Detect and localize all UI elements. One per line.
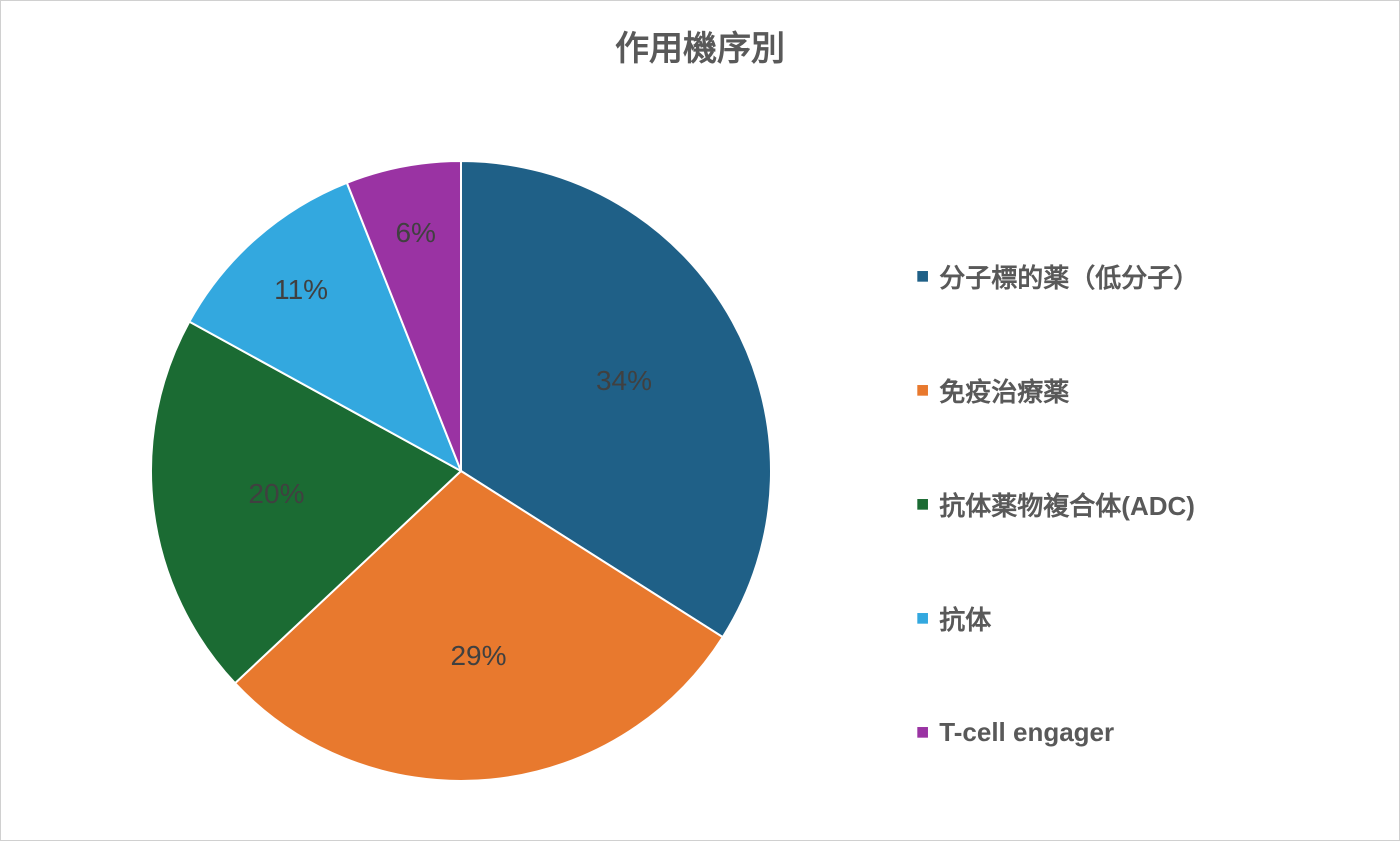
pie-slice-label: 6% (395, 217, 435, 249)
legend-item: ■ T-cell engager (916, 697, 1199, 767)
legend-label: 分子標的薬（低分子） (939, 258, 1199, 295)
pie-svg (151, 161, 771, 781)
legend-item: ■ 抗体薬物複合体(ADC) (916, 469, 1199, 539)
chart-title: 作用機序別 (1, 21, 1399, 70)
pie-slice-label: 34% (596, 365, 652, 397)
legend-swatch: ■ (916, 379, 929, 401)
pie-slice-label: 29% (450, 640, 506, 672)
legend-label: T-cell engager (939, 717, 1114, 748)
legend-label: 抗体薬物複合体(ADC) (939, 486, 1195, 523)
legend-label: 抗体 (939, 600, 991, 637)
legend-item: ■ 抗体 (916, 583, 1199, 653)
pie-chart: 34% 29% 20% 11% 6% (151, 161, 771, 781)
legend-item: ■ 免疫治療薬 (916, 355, 1199, 425)
legend-swatch: ■ (916, 607, 929, 629)
pie-slice-label: 20% (248, 478, 304, 510)
pie-slice-label: 11% (274, 274, 328, 306)
legend-swatch: ■ (916, 265, 929, 287)
chart-frame: 作用機序別 34% 29% 20% 11% 6% ■ 分子標的薬（低分子） ■ 免疫治療薬 ■ 抗… (0, 0, 1400, 841)
legend-swatch: ■ (916, 493, 929, 515)
legend: ■ 分子標的薬（低分子） ■ 免疫治療薬 ■ 抗体薬物複合体(ADC) ■ 抗体 ■ T-cell… (916, 241, 1199, 767)
legend-label: 免疫治療薬 (939, 372, 1069, 409)
legend-item: ■ 分子標的薬（低分子） (916, 241, 1199, 311)
legend-swatch: ■ (916, 721, 929, 743)
